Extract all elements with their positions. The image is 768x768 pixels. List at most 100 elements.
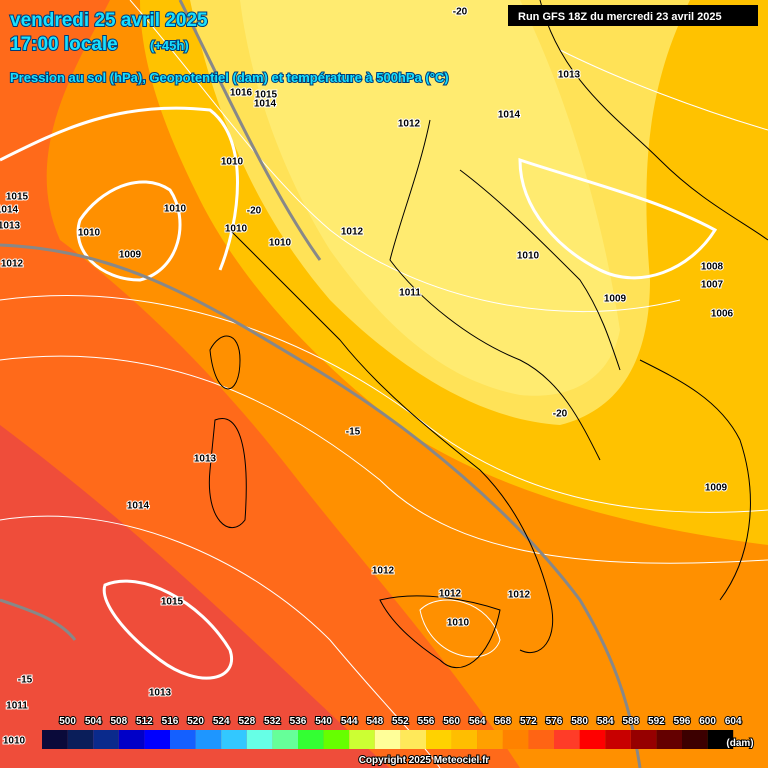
coastlines (208, 0, 768, 669)
copyright: Copyright 2025 Meteociel.fr (359, 755, 490, 766)
isobar-label: 1012 (1, 259, 24, 270)
legend-label: 524 (213, 716, 230, 727)
legend-swatch (528, 730, 554, 749)
legend-label: 500 (59, 716, 76, 727)
legend-swatch (400, 730, 426, 749)
legend-swatch (42, 730, 68, 749)
isobar-label: 1014 (0, 205, 19, 216)
title-time: 17:00 locale (10, 34, 118, 55)
legend-label: 604 (725, 716, 742, 727)
temperature-label: -20 (247, 206, 262, 217)
legend-swatch (144, 730, 170, 749)
legend-swatch (579, 730, 606, 749)
isobar-label: 1012 (508, 590, 531, 601)
isobar-label: 1010 (164, 204, 187, 215)
isobar-label: 1015 (161, 597, 184, 608)
legend-swatch (682, 730, 708, 749)
legend-swatch (272, 730, 298, 749)
legend-label: 504 (85, 716, 102, 727)
legend-swatch (426, 730, 452, 749)
subtitle: Pression au sol (hPa), Geopotentiel (dam… (10, 70, 449, 85)
isobar-label: 1009 (119, 250, 142, 261)
isobar-label: 1014 (127, 501, 150, 512)
legend-label: 560 (443, 716, 460, 727)
isobar-label: 1012 (341, 227, 364, 238)
legend-label: 552 (392, 716, 409, 727)
isobar-label: 1010 (78, 228, 101, 239)
isobar-label: 1010 (221, 157, 244, 168)
isobar-label: 1011 (399, 288, 421, 299)
isobar-label: 1013 (558, 70, 581, 81)
isobar-label: 1008 (701, 262, 724, 273)
run-box (508, 5, 758, 26)
legend-swatch (554, 730, 580, 749)
legend-swatch (707, 730, 734, 749)
legend-swatch (298, 730, 324, 749)
legend-label: 596 (674, 716, 691, 727)
isobar-label: 1006 (711, 309, 734, 320)
isobar-label: 1016 (230, 88, 253, 99)
isobar-label: 1015 (255, 90, 278, 101)
isobar-label: 1009 (604, 294, 627, 305)
isobars-bold (0, 106, 718, 680)
temperature-label: -15 (18, 675, 33, 686)
legend-label: 508 (110, 716, 127, 727)
legend-unit: (dam) (726, 738, 753, 749)
legend-label: 520 (187, 716, 204, 727)
legend-label: 580 (571, 716, 588, 727)
legend-swatch (374, 730, 401, 749)
temperature-label: -20 (553, 409, 568, 420)
legend-swatch (502, 730, 529, 749)
legend-label: 528 (238, 716, 255, 727)
legend-swatch (67, 730, 94, 749)
isobar-label: 1012 (372, 566, 395, 577)
legend-swatch (170, 730, 196, 749)
legend-label: 592 (648, 716, 665, 727)
legend-label: 588 (622, 716, 639, 727)
legend-label: 600 (699, 716, 716, 727)
isobar-label: 1010 (3, 736, 26, 747)
legend-label: 516 (162, 716, 179, 727)
legend-label: 576 (546, 716, 563, 727)
color-legend: 500 504 508 512 516 520 524 528 532 536 540 544 548 5… (42, 715, 743, 749)
temperature-label: -15 (346, 427, 361, 438)
legend-swatch (605, 730, 631, 749)
legend-label: 572 (520, 716, 537, 727)
geopotential-lines (0, 0, 642, 768)
isobar-labels: 1013101610151014101210141010101510141013… (0, 69, 735, 748)
legend-swatch (349, 730, 375, 749)
legend-label: 512 (136, 716, 153, 727)
isobar-label: 1010 (269, 238, 292, 249)
legend-label: 544 (341, 716, 358, 727)
legend-label: 540 (315, 716, 332, 727)
isobar-label: 1014 (498, 110, 521, 121)
isobar-label: 1012 (439, 589, 462, 600)
isobar-label: 1013 (194, 454, 217, 465)
legend-label: 548 (366, 716, 383, 727)
legend-swatch (656, 730, 682, 749)
isobar-label: 1015 (6, 192, 29, 203)
legend-label: 568 (494, 716, 511, 727)
isobar-label: 1012 (398, 119, 421, 130)
legend-label: 532 (264, 716, 281, 727)
title-date: vendredi 25 avril 2025 (10, 10, 208, 31)
isobar-label: 1010 (225, 224, 248, 235)
legend-label: 556 (418, 716, 435, 727)
isobar-label: 1014 (254, 99, 277, 110)
title-lead: (+45h) (150, 38, 189, 53)
isobar-label: 1010 (447, 618, 470, 629)
isobar-label: 1010 (517, 251, 540, 262)
legend-swatch (221, 730, 247, 749)
legend-swatch (323, 730, 350, 749)
isobar-label: 1007 (701, 280, 724, 291)
legend-swatch (246, 730, 273, 749)
legend-label: 584 (597, 716, 614, 727)
isobar-label: 1011 (6, 701, 28, 712)
legend-swatch (195, 730, 222, 749)
legend-label: 536 (290, 716, 307, 727)
legend-label: 564 (469, 716, 486, 727)
legend-swatch (630, 730, 657, 749)
